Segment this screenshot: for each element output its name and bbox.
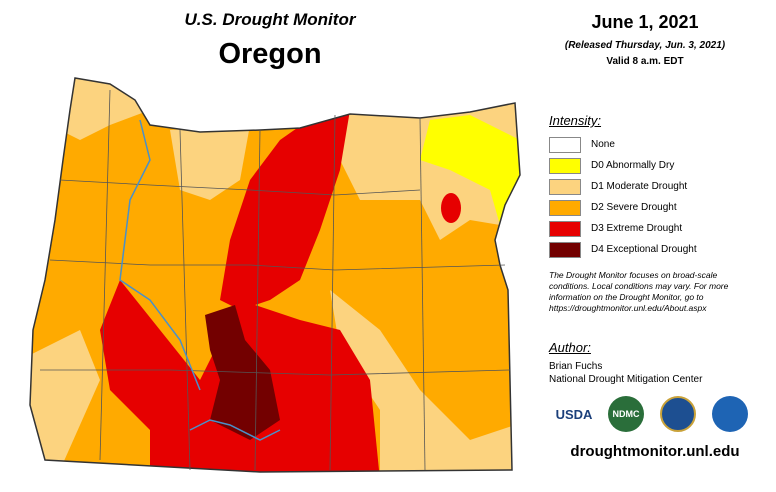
river [119, 119, 201, 391]
legend-swatch [549, 157, 581, 174]
legend-swatch [549, 136, 581, 153]
released: (Released Thursday, Jun. 3, 2021) [564, 40, 726, 51]
legend-swatch [549, 199, 581, 216]
legend: None D0 Abnormally Dry D1 Moderate Drought… [549, 134, 697, 260]
valid: Valid 8 a.m. EDT [606, 56, 684, 67]
legend-label: D0 Abnormally Dry [591, 160, 675, 171]
map-title: Oregon [218, 38, 322, 70]
river [189, 419, 281, 441]
legend-label: D1 Moderate Drought [591, 181, 688, 192]
legend-swatch [549, 220, 581, 237]
logo: USDA [556, 396, 592, 432]
legend-label: D4 Exceptional Drought [591, 244, 697, 255]
drought-areas [30, 78, 520, 472]
logo: NDMC [608, 396, 644, 432]
legend-item: D3 Extreme Drought [549, 218, 697, 239]
legend-item: D4 Exceptional Drought [549, 239, 697, 260]
county-lines [40, 89, 511, 471]
logo [712, 396, 748, 432]
author-name: Brian Fuchs [549, 361, 603, 372]
legend-item: D2 Severe Drought [549, 197, 697, 218]
legend-title: Intensity: [549, 113, 602, 128]
author-title: Author: [549, 340, 591, 355]
legend-label: None [591, 139, 615, 150]
logo [660, 396, 696, 432]
legend-item: D1 Moderate Drought [549, 176, 697, 197]
url: droughtmonitor.unl.edu [570, 443, 740, 460]
author-org: National Drought Mitigation Center [549, 374, 703, 385]
legend-swatch [549, 241, 581, 258]
legend-label: D2 Severe Drought [591, 202, 677, 213]
map [29, 77, 521, 473]
legend-item: D0 Abnormally Dry [549, 155, 697, 176]
date: June 1, 2021 [591, 12, 699, 32]
legend-label: D3 Extreme Drought [591, 223, 683, 234]
legend-swatch [549, 178, 581, 195]
legend-item: None [549, 134, 697, 155]
note: The Drought Monitor focuses on broad-sca… [549, 270, 729, 313]
program-title: U.S. Drought Monitor [184, 10, 356, 29]
state-outline [29, 77, 521, 473]
